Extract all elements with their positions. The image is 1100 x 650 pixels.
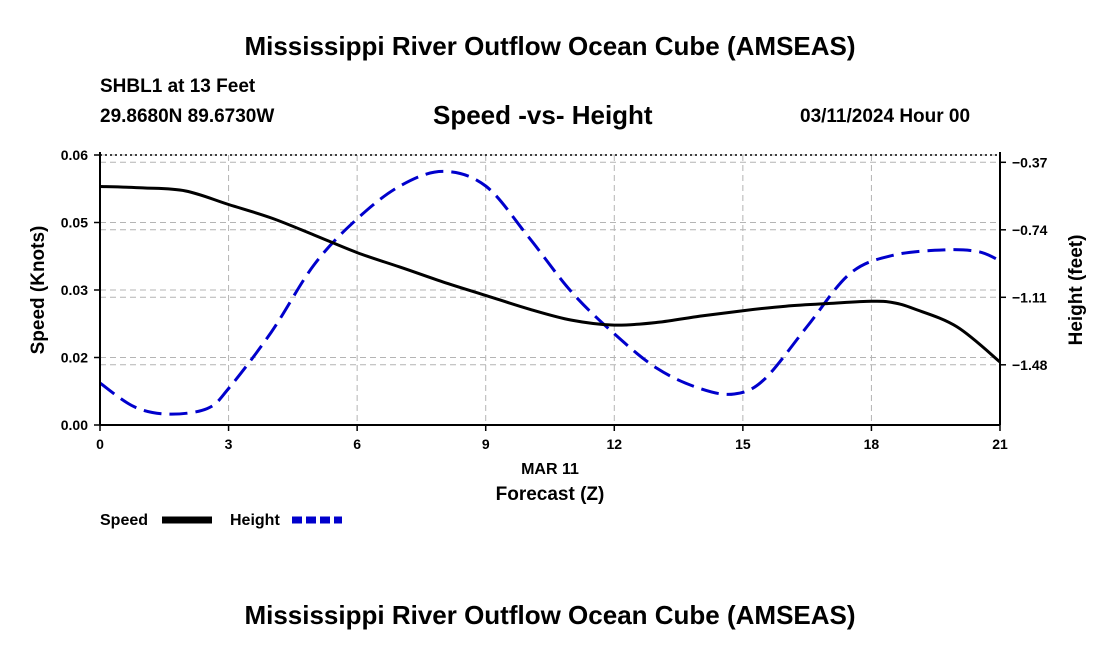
x-tick-label: 3 [225,436,233,452]
x-tick-label: 15 [735,436,751,452]
coordinates-label: 29.8680N 89.6730W [100,106,275,127]
y-right-tick-label: −1.11 [1012,289,1047,305]
y-right-tick-label: −0.37 [1012,154,1048,170]
y-right-tick-label: −0.74 [1012,222,1048,238]
legend: Speed Height [100,512,342,529]
y-axis-right-title: Height (feet) [1066,235,1087,346]
x-tick-label: 18 [864,436,880,452]
legend-speed-label: Speed [100,512,148,529]
main-title: Mississippi River Outflow Ocean Cube (AM… [244,31,856,61]
grid-lines [100,154,1000,425]
legend-height-label: Height [230,512,280,529]
y-left-tick-label: 0.00 [61,417,88,433]
y-left-tick-label: 0.03 [61,282,88,298]
chart-axes [94,152,1006,431]
x-tick-label: 0 [96,436,104,452]
x-date-label: MAR 11 [521,461,579,478]
footer-title: Mississippi River Outflow Ocean Cube (AM… [244,600,856,630]
x-tick-label: 9 [482,436,490,452]
x-tick-label: 12 [606,436,622,452]
station-label: SHBL1 at 13 Feet [100,76,256,97]
x-tick-label: 21 [992,436,1008,452]
y-left-tick-label: 0.02 [61,350,88,366]
chart-subtitle: Speed -vs- Height [433,100,653,130]
y-left-tick-label: 0.05 [61,215,88,231]
series-speed-line [99,185,1001,364]
x-axis-title: Forecast (Z) [496,484,605,505]
y-axis-left-title: Speed (Knots) [28,226,49,355]
tick-labels: 0 3 6 9 12 15 18 21 0.00 0.02 0.03 0.05 0.06 −0.37 −0.… [61,147,1048,452]
series-height-line [99,169,1001,416]
forecast-datetime: 03/11/2024 Hour 00 [800,106,971,127]
y-right-tick-label: −1.48 [1012,357,1048,373]
y-left-tick-label: 0.06 [61,147,88,163]
series-lines [99,169,1001,416]
x-tick-label: 6 [353,436,361,452]
